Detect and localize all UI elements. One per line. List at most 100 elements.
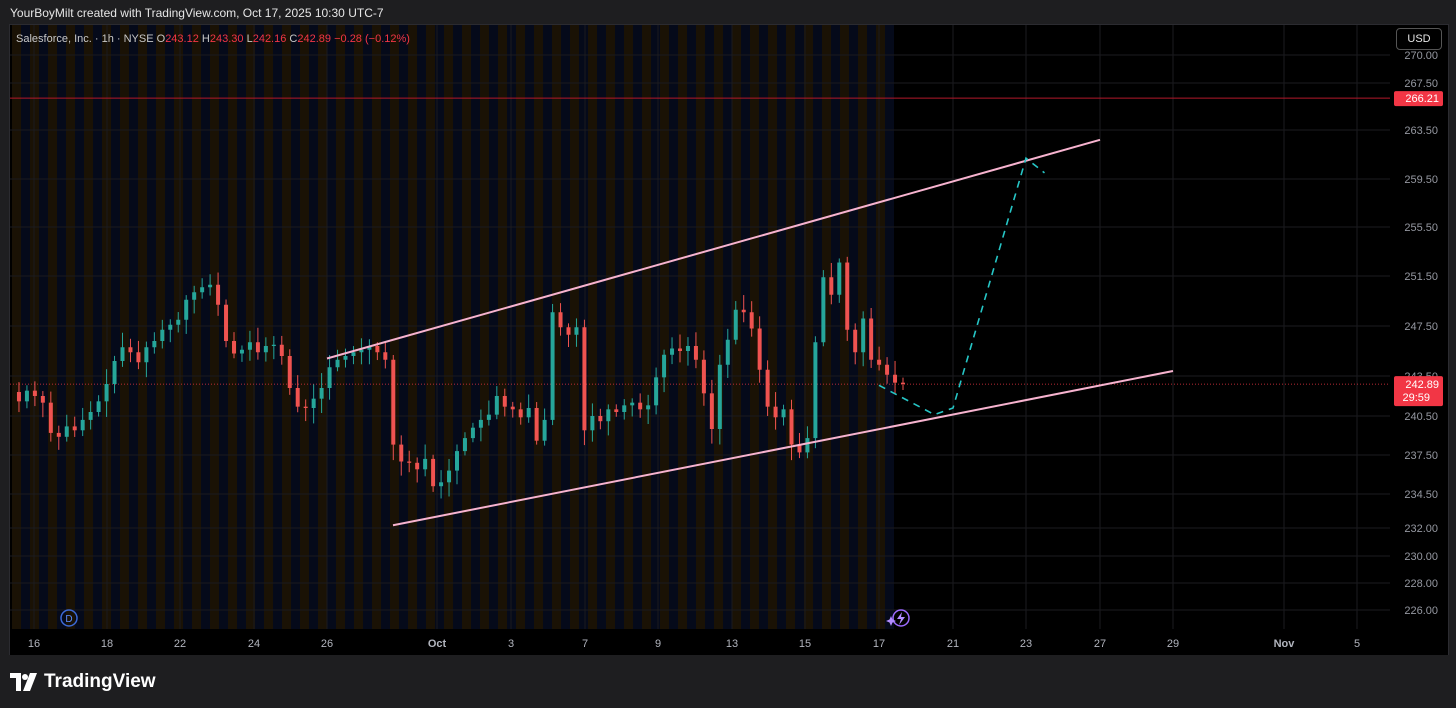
candle — [861, 311, 866, 367]
candle — [168, 319, 173, 343]
session-band — [255, 25, 264, 629]
candle-body — [287, 356, 292, 388]
dividend-marker[interactable] — [60, 609, 78, 627]
candle-body — [295, 388, 300, 407]
candle — [630, 398, 635, 417]
session-band — [876, 25, 885, 629]
candle-body — [542, 419, 547, 441]
session-band — [759, 25, 768, 629]
candle-body — [423, 458, 428, 470]
x-tick-label: Nov — [1274, 638, 1296, 650]
session-band — [57, 25, 66, 629]
candle-body — [383, 352, 388, 360]
session-band — [561, 25, 570, 629]
session-band — [219, 25, 228, 629]
open-value: 243.12 — [165, 33, 199, 45]
candle-body — [701, 359, 706, 394]
candle — [80, 407, 85, 437]
session-band — [570, 25, 579, 629]
currency-button[interactable]: USD — [1396, 28, 1442, 50]
session-band — [93, 25, 102, 629]
session-band — [138, 25, 147, 629]
session-band — [498, 25, 507, 629]
session-band — [615, 25, 624, 629]
session-band — [633, 25, 642, 629]
candle — [208, 274, 213, 296]
candle — [606, 404, 611, 436]
session-band — [849, 25, 858, 629]
candle — [415, 457, 420, 483]
session-band — [309, 25, 318, 629]
candle — [821, 270, 826, 347]
candle-body — [32, 390, 37, 396]
x-tick-label: 18 — [101, 638, 113, 650]
candle-body — [885, 364, 890, 375]
session-band — [543, 25, 552, 629]
candle-body — [678, 348, 682, 351]
x-tick-label: 23 — [1020, 638, 1032, 650]
candle-body — [901, 382, 905, 384]
session-band — [21, 25, 30, 629]
y-tick-label: 247.50 — [1404, 321, 1438, 333]
candle-body — [80, 419, 85, 431]
candle — [136, 340, 141, 370]
projection-path[interactable] — [878, 156, 1045, 416]
candle — [64, 414, 69, 442]
candle — [192, 285, 197, 314]
symbol-legend[interactable]: Salesforce, Inc. · 1h · NYSE O243.12 H24… — [16, 33, 410, 45]
change-value: −0.28 (−0.12%) — [334, 33, 410, 45]
candle-body — [136, 352, 141, 363]
candle — [662, 349, 667, 393]
candle — [749, 301, 754, 337]
y-tick-label: 251.50 — [1404, 271, 1438, 283]
session-band — [237, 25, 246, 629]
y-tick-label: 240.50 — [1404, 411, 1438, 423]
session-band — [741, 25, 750, 629]
candle — [112, 355, 117, 394]
candle-body — [359, 349, 364, 353]
candle — [287, 349, 292, 395]
candle — [343, 348, 348, 368]
candle-body — [630, 402, 635, 406]
x-tick-label: 21 — [947, 638, 959, 650]
resistance-price-badge[interactable]: 266.21 — [1394, 91, 1443, 107]
candle-body — [415, 462, 420, 470]
x-tick-label: 29 — [1167, 638, 1179, 650]
candle-body — [845, 262, 850, 330]
session-band — [300, 25, 309, 629]
low-label: L — [246, 33, 253, 45]
session-band — [210, 25, 219, 629]
earnings-marker[interactable] — [892, 609, 910, 627]
tradingview-logo[interactable]: TradingView — [10, 671, 156, 693]
candle — [813, 336, 818, 449]
session-band — [840, 25, 849, 629]
top-bar: YourBoyMilt created with TradingView.com… — [0, 0, 1456, 24]
candle — [96, 395, 101, 417]
candle-body — [757, 328, 762, 370]
lightning-icon — [897, 612, 905, 625]
candle — [526, 394, 531, 423]
candle — [383, 341, 388, 369]
candle — [455, 444, 459, 485]
x-tick-label: 16 — [28, 638, 40, 650]
candle-body — [96, 401, 101, 412]
candle — [40, 391, 45, 418]
candle-body — [447, 470, 452, 483]
candle-body — [829, 277, 834, 295]
session-band — [462, 25, 471, 629]
dividend-marker-label: D — [65, 614, 72, 625]
candle-body — [303, 406, 308, 408]
candle-body — [566, 327, 571, 335]
channel-upper-line[interactable] — [326, 138, 1101, 360]
candle-body — [598, 416, 603, 422]
session-band — [120, 25, 129, 629]
channel-lower-line[interactable] — [392, 370, 1174, 527]
bottom-bar — [0, 655, 1456, 708]
candle — [542, 408, 547, 446]
session-band — [228, 25, 237, 629]
candle-body — [192, 292, 197, 300]
session-band — [597, 25, 606, 629]
session-band — [417, 25, 426, 629]
